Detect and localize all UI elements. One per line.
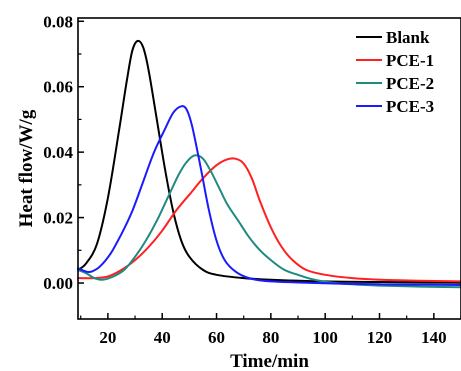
x-tick-label: 60 [208,328,225,347]
legend-label-pce-3: PCE-3 [386,97,434,116]
ticks-layer: 20 40 60 80 100 120 140 0.00 0.02 0.04 0.06 0.08 [43,12,461,347]
y-tick-label: 0.04 [43,143,73,162]
x-tick-label: 120 [367,328,393,347]
legend-label-pce-2: PCE-2 [386,74,434,93]
x-tick-label: 40 [154,328,171,347]
series-line-blank [77,39,461,284]
legend: Blank PCE-1 PCE-2 PCE-3 [356,28,434,116]
legend-label-blank: Blank [386,28,430,47]
x-axis-title: Time/min [230,351,309,371]
series-line-pce-1 [77,157,461,283]
x-tick-label: 140 [421,328,447,347]
legend-label-pce-1: PCE-1 [386,51,434,70]
plot-frame [77,17,461,320]
series-line-pce-3 [77,105,461,286]
x-tick-label: 100 [312,328,338,347]
x-tick-label: 20 [99,328,116,347]
y-axis-title: Heat flow/W/g [16,109,37,227]
y-tick-label: 0.02 [43,209,73,228]
y-tick-label: 0.08 [43,12,73,31]
series-layer [77,39,461,289]
y-tick-label: 0.00 [43,274,73,293]
series-line-pce-2 [77,154,461,289]
x-tick-label: 80 [262,328,279,347]
y-tick-label: 0.06 [43,78,73,97]
